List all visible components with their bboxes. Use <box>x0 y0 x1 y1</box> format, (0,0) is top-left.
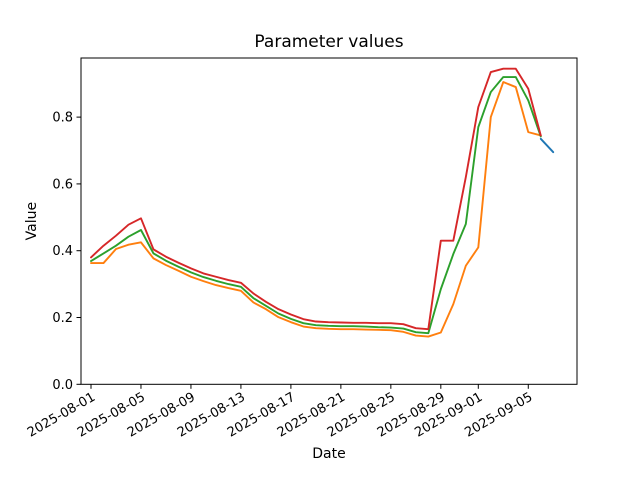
series-blue-line <box>539 137 555 154</box>
y-tick-label: 0.6 <box>52 177 73 192</box>
axes-spines <box>80 57 578 385</box>
chart-title: Parameter values <box>254 32 403 52</box>
y-axis-label: Value <box>24 202 40 240</box>
series-red-line <box>90 67 542 331</box>
y-tick-label: 0.2 <box>52 311 73 326</box>
series-orange-line <box>90 81 542 338</box>
series-green-line <box>90 76 542 335</box>
y-tick-label: 0.4 <box>52 244 73 259</box>
x-axis-label: Date <box>312 446 345 462</box>
y-tick-label: 0.8 <box>52 111 73 126</box>
y-tick-label: 0.0 <box>52 378 73 393</box>
plot-area <box>81 58 577 385</box>
